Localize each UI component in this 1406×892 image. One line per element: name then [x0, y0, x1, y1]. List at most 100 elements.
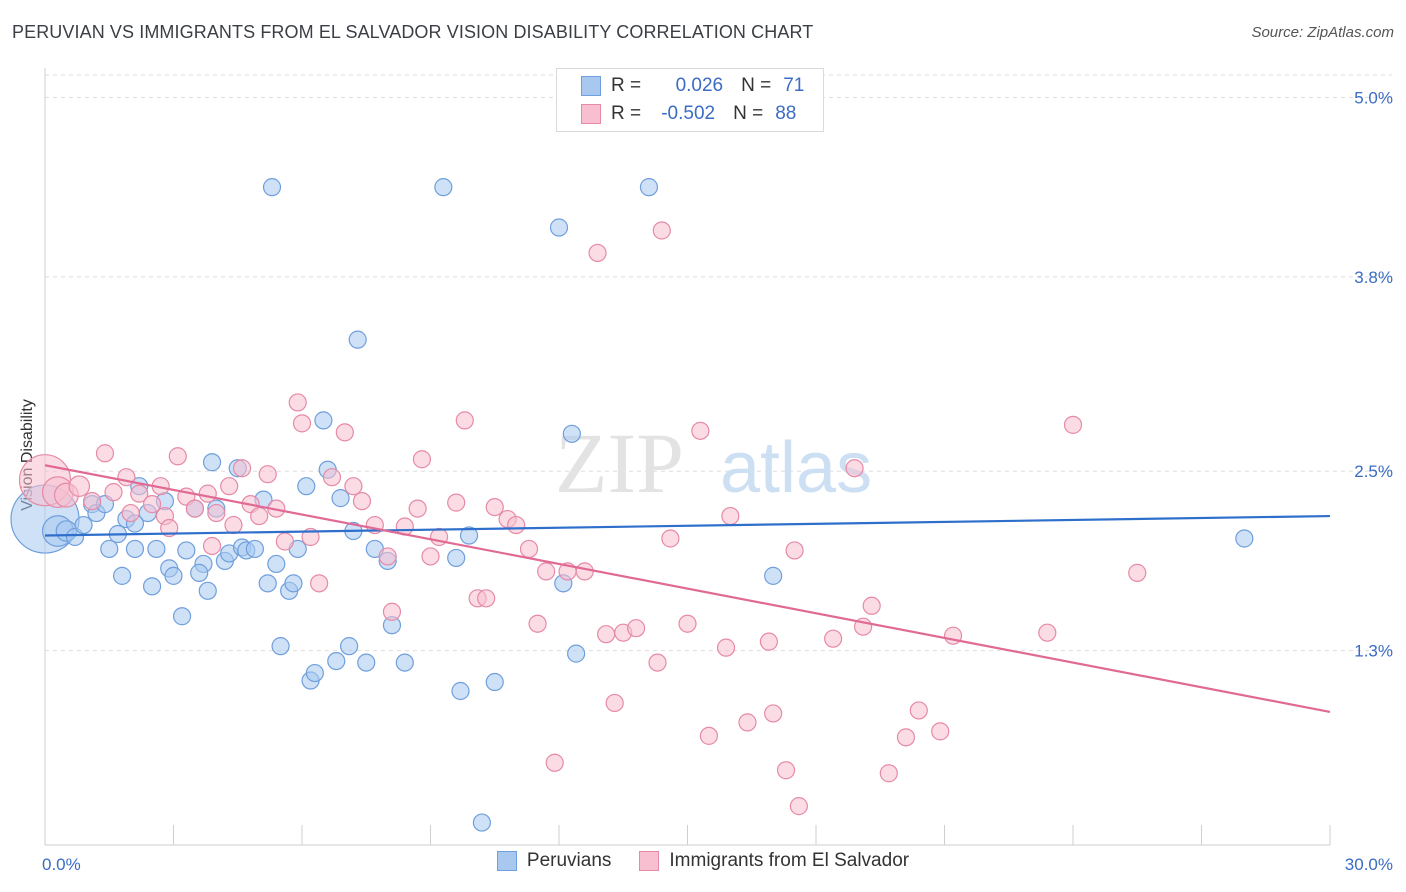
el-salvador-point	[597, 625, 616, 644]
el-salvador-point	[160, 518, 179, 538]
peruvian-point	[314, 411, 333, 430]
el-salvador-point	[528, 614, 547, 633]
el-salvador-point	[250, 506, 269, 526]
watermark: ZIP atlas	[555, 415, 872, 511]
el-salvador-point	[1063, 415, 1083, 434]
el-salvador-point	[759, 632, 778, 651]
y-tick-label: 1.3%	[1354, 642, 1393, 661]
source-label: Source: ZipAtlas.com	[1251, 24, 1394, 41]
el-salvador-point	[68, 475, 91, 497]
el-salvador-point	[95, 444, 115, 463]
el-salvador-point	[588, 243, 607, 263]
peruvian-point	[562, 424, 581, 443]
legend-box: R = 0.026 N = 71 R = -0.502 N = 88	[556, 68, 824, 132]
el-salvador-point	[931, 722, 950, 741]
bottom-legend-label: Peruvians	[526, 850, 612, 871]
y-tick-label: 2.5%	[1354, 462, 1393, 481]
legend-swatch-el-salvador	[581, 104, 601, 124]
peruvian-point	[245, 539, 264, 559]
peruvian-point	[451, 681, 470, 701]
peruvian-trend-line	[44, 514, 1331, 537]
el-salvador-point	[352, 492, 372, 511]
peruvian-point	[331, 489, 350, 508]
el-salvador-point	[142, 495, 162, 514]
peruvian-point	[198, 581, 217, 600]
peruvian-point	[297, 477, 316, 496]
peruvian-point	[327, 651, 346, 671]
el-salvador-point	[232, 459, 252, 478]
el-salvador-point	[764, 704, 783, 723]
bottom-legend: Peruvians Immigrants from El Salvador	[0, 850, 1406, 872]
el-salvador-point	[661, 529, 680, 548]
el-salvador-point	[117, 468, 136, 487]
el-salvador-point	[121, 503, 140, 523]
el-salvador-point	[83, 492, 102, 511]
peruvian-point	[340, 637, 359, 656]
peruvian-point	[125, 539, 145, 559]
peruvian-point	[357, 653, 376, 672]
el-salvador-point	[130, 484, 149, 503]
el-salvador-point	[292, 414, 312, 433]
el-salvador-point	[322, 468, 342, 487]
legend-r-value: -0.502	[661, 103, 716, 124]
el-salvador-point	[335, 423, 354, 442]
el-salvador-point	[862, 596, 881, 615]
el-salvador-point	[258, 465, 277, 484]
peruvian-point	[395, 653, 414, 672]
el-salvador-point	[691, 421, 710, 440]
el-salvador-point	[1038, 623, 1057, 642]
el-salvador-point	[824, 629, 843, 648]
el-salvador-point	[507, 515, 526, 535]
peruvian-point	[164, 566, 183, 585]
el-salvador-point	[721, 506, 740, 526]
peruvian-point	[1235, 529, 1254, 548]
el-salvador-point	[648, 653, 667, 672]
trend-lines	[44, 464, 1331, 714]
peruvian-point	[434, 178, 453, 197]
el-salvador-point	[455, 411, 474, 430]
el-salvador-point	[519, 539, 539, 559]
el-salvador-point	[716, 638, 736, 657]
el-salvador-point	[198, 484, 217, 503]
el-salvador-point	[699, 726, 719, 745]
legend-n-value: 88	[775, 103, 797, 124]
x-tick-label: 30.0%	[1345, 855, 1393, 874]
el-salvador-point	[605, 693, 624, 713]
peruvian-point	[472, 813, 491, 832]
el-salvador-point	[537, 562, 556, 581]
el-salvador-point	[220, 477, 239, 496]
peruvian-point	[190, 563, 209, 582]
peruvian-point	[305, 663, 324, 683]
axes	[44, 68, 1331, 846]
y-tick-label: 3.8%	[1354, 268, 1393, 287]
el-salvador-point	[785, 541, 804, 560]
peruvian-point	[459, 526, 479, 545]
peruvian-point	[284, 574, 303, 593]
peruvian-point	[100, 539, 119, 559]
el-salvador-point	[207, 503, 226, 523]
el-salvador-point	[202, 536, 222, 556]
bottom-legend-swatch-el-salvador	[639, 851, 660, 871]
el-salvador-point	[909, 701, 928, 720]
peruvian-point	[112, 566, 132, 585]
tick-labels: 1.3% 2.5% 3.8% 5.0% 0.0% 30.0%	[42, 88, 1393, 874]
el-salvador-point	[652, 221, 671, 240]
peruvian-point	[447, 548, 466, 568]
el-salvador-point	[185, 499, 205, 518]
peruvian-point	[485, 672, 504, 692]
el-salvador-point	[575, 562, 594, 581]
el-salvador-point	[421, 547, 440, 566]
el-salvador-point	[845, 459, 864, 478]
el-salvador-point	[344, 477, 363, 496]
el-salvador-point	[447, 493, 466, 512]
legend-n-value: 71	[783, 75, 805, 96]
legend-n-label: N =	[733, 103, 764, 124]
bottom-legend-item-el-salvador: Immigrants from El Salvador	[639, 850, 909, 872]
peruvian-point	[271, 637, 290, 656]
peruvian-point	[172, 607, 192, 626]
y-tick-label: 5.0%	[1354, 88, 1393, 107]
grid-lines	[45, 74, 1392, 652]
el-salvador-point	[477, 589, 496, 608]
legend-r-label: R =	[611, 75, 642, 96]
